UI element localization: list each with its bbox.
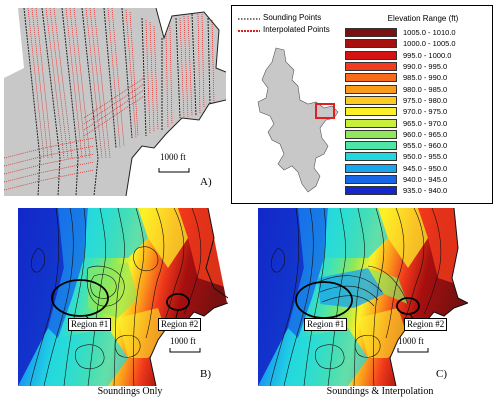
inset-highlight-box bbox=[315, 103, 335, 119]
contour-lines bbox=[269, 208, 442, 386]
ramp-row-9: 960.0 - 965.0 bbox=[345, 129, 490, 140]
ramp-row-6: 975.0 - 980.0 bbox=[345, 95, 490, 106]
ramp-swatch bbox=[345, 107, 397, 117]
ramp-label: 945.0 - 950.0 bbox=[403, 163, 448, 173]
ramp-swatch bbox=[345, 118, 397, 128]
ramp-label: 980.0 - 985.0 bbox=[403, 84, 448, 94]
sounding-points-label: Sounding Points bbox=[263, 13, 322, 22]
contour-lines bbox=[29, 208, 202, 386]
ramp-label: 935.0 - 940.0 bbox=[403, 186, 448, 196]
ramp-label: 960.0 - 965.0 bbox=[403, 129, 448, 139]
panel-a-scale-label: 1000 ft bbox=[160, 152, 186, 162]
ramp-swatch bbox=[345, 62, 397, 72]
ramp-label: 955.0 - 960.0 bbox=[403, 141, 448, 151]
panel-a: 1000 ft A) bbox=[4, 8, 226, 196]
ramp-row-11: 950.0 - 955.0 bbox=[345, 151, 490, 162]
panel-c-label: C) bbox=[436, 368, 447, 380]
land-area bbox=[156, 8, 226, 72]
ramp-row-0: 1005.0 - 1010.0 bbox=[345, 27, 490, 38]
land-area-south bbox=[126, 100, 226, 196]
ramp-row-1: 1000.0 - 1005.0 bbox=[345, 38, 490, 49]
panel-a-label: A) bbox=[200, 176, 212, 188]
ramp-label: 940.0 - 945.0 bbox=[403, 175, 448, 184]
panel-b-scale-bar bbox=[169, 348, 201, 353]
ramp-row-5: 980.0 - 985.0 bbox=[345, 83, 490, 94]
ramp-label: 1000.0 - 1005.0 bbox=[403, 39, 456, 49]
panel-c-caption: Soundings & Interpolation bbox=[326, 386, 434, 397]
lake-area bbox=[4, 8, 226, 196]
ramp-swatch bbox=[345, 186, 397, 196]
panel-a-scale-bar bbox=[158, 168, 190, 173]
region-1-label: Region #1 bbox=[68, 318, 112, 331]
interpolated-points-swatch bbox=[238, 30, 260, 32]
ramp-swatch bbox=[345, 50, 397, 60]
ramp-label: 1005.0 - 1010.0 bbox=[403, 28, 456, 38]
ramp-label: 975.0 - 980.0 bbox=[403, 95, 448, 105]
panel-a-map bbox=[4, 8, 226, 196]
panel-c-scale-label: 1000 ft bbox=[398, 336, 424, 346]
ramp-label: 970.0 - 975.0 bbox=[403, 107, 448, 117]
ramp-row-8: 965.0 - 970.0 bbox=[345, 117, 490, 128]
ramp-row-7: 970.0 - 975.0 bbox=[345, 106, 490, 117]
sounding-lines bbox=[23, 8, 211, 196]
ramp-swatch bbox=[345, 175, 397, 184]
panel-c-bathymetry-map bbox=[258, 208, 468, 386]
ramp-swatch bbox=[345, 129, 397, 139]
panel-c-scale-bar bbox=[397, 348, 429, 353]
panel-c: Region #1 Region #2 1000 ft C) bbox=[258, 208, 468, 386]
panel-b: Region #1 Region #2 1000 ft B) bbox=[18, 208, 228, 386]
ramp-row-3: 990.0 - 995.0 bbox=[345, 61, 490, 72]
ramp-swatch bbox=[345, 152, 397, 162]
interpolated-lines bbox=[4, 8, 215, 191]
panel-b-scale-label: 1000 ft bbox=[170, 336, 196, 346]
region-1-label: Region #1 bbox=[304, 318, 348, 331]
elevation-ramp: 1005.0 - 1010.0 1000.0 - 1005.0 995.0 - … bbox=[345, 27, 490, 196]
ramp-swatch bbox=[345, 73, 397, 83]
ramp-row-10: 955.0 - 960.0 bbox=[345, 140, 490, 151]
lake-inset-map bbox=[257, 47, 339, 193]
ramp-row-12: 945.0 - 950.0 bbox=[345, 163, 490, 174]
ramp-swatch bbox=[345, 28, 397, 38]
sounding-points-swatch bbox=[238, 18, 260, 20]
ramp-swatch bbox=[345, 84, 397, 94]
legend-panel: Sounding Points Interpolated Points Elev… bbox=[231, 5, 493, 204]
ramp-swatch bbox=[345, 141, 397, 151]
region-2-label: Region #2 bbox=[404, 318, 448, 331]
elevation-range-title: Elevation Range (ft) bbox=[387, 14, 459, 23]
panel-b-label: B) bbox=[200, 368, 211, 380]
ramp-row-13: 940.0 - 945.0 bbox=[345, 174, 490, 185]
ramp-label: 995.0 - 1000.0 bbox=[403, 50, 452, 60]
panel-b-caption: Soundings Only bbox=[97, 386, 163, 397]
ramp-label: 965.0 - 970.0 bbox=[403, 118, 448, 128]
region-1-ellipse bbox=[51, 279, 109, 317]
ramp-label: 950.0 - 955.0 bbox=[403, 152, 448, 162]
panel-b-bathymetry-map bbox=[18, 208, 228, 386]
ramp-row-4: 985.0 - 990.0 bbox=[345, 72, 490, 83]
ramp-swatch bbox=[345, 39, 397, 49]
ramp-label: 985.0 - 990.0 bbox=[403, 73, 448, 83]
region-2-ellipse bbox=[396, 297, 420, 315]
ramp-label: 990.0 - 995.0 bbox=[403, 62, 448, 72]
shoreline bbox=[125, 8, 226, 196]
ramp-swatch bbox=[345, 163, 397, 173]
region-2-label: Region #2 bbox=[158, 318, 202, 331]
ramp-row-14: 935.0 - 940.0 bbox=[345, 185, 490, 196]
ramp-row-2: 995.0 - 1000.0 bbox=[345, 50, 490, 61]
interpolated-points-label: Interpolated Points bbox=[263, 25, 330, 34]
ramp-swatch bbox=[345, 95, 397, 105]
